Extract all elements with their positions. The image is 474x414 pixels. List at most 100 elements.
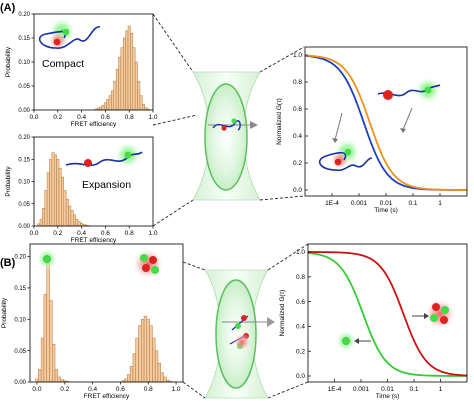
y-tick-label: 0.20	[18, 135, 30, 141]
x-axis-label: FRET efficiency	[84, 393, 130, 400]
histogram-bar	[154, 350, 159, 383]
guide-lines-a	[152, 13, 305, 227]
histogram-bar	[132, 47, 136, 111]
histogram-bar	[49, 300, 53, 383]
compact-chain	[38, 26, 101, 49]
acceptor-dye	[344, 148, 352, 156]
chart-b-fcs-curves: Normalized G(τ)Time (s)1E-4 0.001 0.01 0.1 1…	[279, 243, 468, 400]
plot-frame	[29, 243, 184, 383]
histogram-bar	[43, 293, 47, 383]
histogram-bar	[61, 176, 64, 227]
x-tick-label: 0.0	[32, 386, 41, 393]
x-tick-label: 0.1	[408, 200, 417, 207]
acceptor-dye	[124, 151, 132, 159]
histogram-bar	[39, 219, 43, 227]
y-tick-label: 0.00	[18, 224, 30, 230]
histogram-bar	[73, 214, 76, 227]
histogram-bar	[141, 319, 145, 383]
y-tick-label: 0.20	[18, 12, 30, 18]
pointer-arrow	[402, 107, 413, 131]
expanded-chain	[377, 84, 441, 97]
confocal-spot-b	[215, 279, 257, 389]
y-tick-label: 0.15	[14, 286, 26, 292]
x-tick-label: 0.001	[353, 386, 370, 393]
acceptor-dye-b1	[235, 323, 241, 329]
histogram-bar	[52, 344, 56, 383]
histogram-bar	[152, 337, 156, 383]
histogram-bar	[106, 99, 110, 111]
histogram-bar	[123, 37, 126, 111]
cluster-cartoon-hist	[132, 248, 164, 280]
histogram-bar	[54, 369, 59, 383]
guide-lines-b	[182, 243, 309, 399]
histogram-bar	[40, 337, 45, 383]
chart-a-fcs-curves: Normalized G(τ)Time (s)1E-4 0.001 0.01 0.1 1…	[276, 46, 468, 214]
x-tick-label: 0.0	[29, 230, 38, 237]
x-axis-label: FRET efficiency	[71, 121, 117, 128]
y-tick-label: 0.0	[296, 373, 305, 380]
pointer-arrowhead	[332, 138, 338, 143]
acceptor-dye	[424, 86, 432, 94]
x-tick-label: 0.2	[53, 230, 62, 237]
histogram-bar	[65, 199, 69, 227]
cluster-cartoon-fcs	[412, 298, 456, 330]
x-axis-label: Time (s)	[376, 393, 400, 400]
fcs-compact-cartoon	[318, 112, 373, 172]
x-tick-label: 0.1	[409, 386, 418, 393]
histogram-bar	[143, 315, 148, 383]
histogram-bar	[53, 154, 57, 227]
y-tick-label: 0.6	[296, 299, 305, 306]
histogram-bar	[149, 325, 153, 383]
histogram-bar	[46, 262, 50, 383]
histogram-bar	[113, 80, 117, 111]
expanded-molecule-cartoon	[65, 141, 143, 169]
x-tick-label: 1	[439, 386, 443, 393]
donor-dye-a	[221, 125, 227, 131]
histogram-bar	[115, 68, 119, 111]
y-tick-label: 0.10	[18, 60, 30, 66]
x-tick-label: 0.8	[125, 114, 134, 121]
fcs-series-line	[307, 252, 468, 377]
flow-arrowhead-a	[250, 121, 258, 129]
compact-label: Compact	[42, 58, 84, 70]
histogram-bar	[49, 159, 53, 227]
pointer-arrowhead	[400, 128, 406, 133]
histogram-bar	[124, 378, 128, 383]
histogram-bar	[80, 223, 84, 227]
fcs-series-line	[308, 251, 468, 377]
x-tick-label: 0.2	[53, 114, 62, 121]
x-tick-label: 1.0	[172, 386, 181, 393]
monomer-dye	[43, 255, 51, 263]
histogram-bar	[135, 337, 139, 383]
histogram-bar	[99, 106, 103, 111]
x-tick-label: 0.8	[144, 386, 153, 393]
cluster-dye	[151, 266, 159, 274]
histogram-bar	[120, 47, 124, 111]
histogram-bar	[57, 376, 61, 383]
y-tick-label: 0.4	[293, 133, 302, 140]
monomer-cartoon-fcs	[335, 330, 371, 352]
x-tick-label: 0.4	[88, 386, 97, 393]
y-tick-label: 0.00	[14, 380, 26, 386]
histogram-bar	[142, 103, 145, 111]
histogram-bar	[157, 362, 161, 383]
y-tick-label: 0.2	[293, 160, 302, 167]
x-tick-label: 0.2	[60, 386, 69, 393]
x-tick-label: 0.6	[101, 230, 110, 237]
donor-dye	[334, 158, 342, 166]
histogram-bar	[108, 95, 112, 111]
y-tick-label: 0.15	[18, 36, 30, 42]
y-tick-label: 0.05	[18, 202, 30, 208]
x-tick-label: 0.4	[77, 114, 86, 121]
y-tick-label: 0.00	[18, 108, 30, 114]
histogram-bar	[138, 325, 142, 383]
x-tick-label: 0.001	[351, 200, 368, 207]
x-axis-label: Time (s)	[374, 207, 398, 214]
donor-dye-b1	[241, 315, 247, 321]
cluster-dye	[441, 306, 449, 314]
y-tick-label: 0.4	[296, 324, 305, 331]
cluster-glow	[424, 298, 456, 330]
y-tick-label: 0.10	[18, 180, 30, 186]
confocal-spot-a	[204, 83, 248, 191]
